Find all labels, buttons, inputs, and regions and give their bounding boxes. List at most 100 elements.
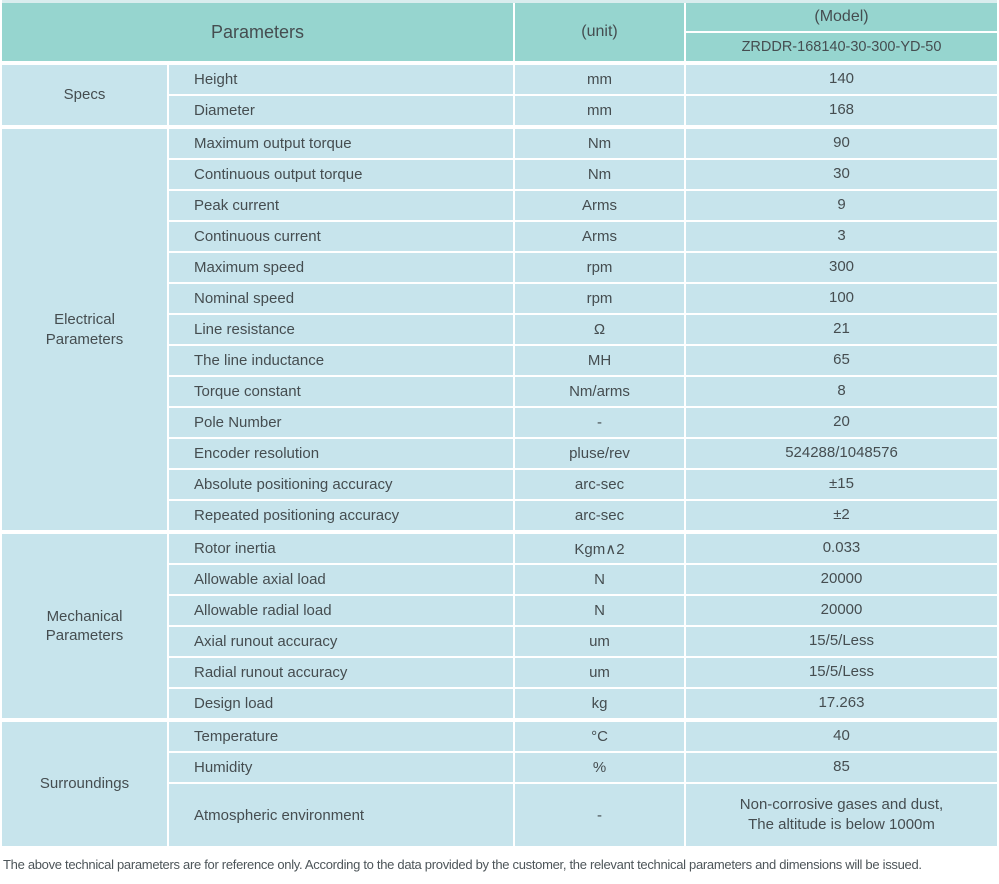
unit-value: Kgm∧2 — [515, 534, 684, 563]
model-value: 9 — [686, 191, 997, 220]
group-label-mechanical: Mechanical Parameters — [2, 534, 167, 718]
param-name: Design load — [169, 689, 513, 718]
param-name: Axial runout accuracy — [169, 627, 513, 656]
unit-value: arc-sec — [515, 470, 684, 499]
group-label-electrical: Electrical Parameters — [2, 129, 167, 530]
param-name: Radial runout accuracy — [169, 658, 513, 687]
table-row: Continuous current Arms 3 — [169, 222, 997, 251]
unit-value: Nm/arms — [515, 377, 684, 406]
unit-value: Nm — [515, 160, 684, 189]
section-mechanical-rows: Rotor inertia Kgm∧2 0.033 Allowable axia… — [169, 534, 997, 718]
unit-value: arc-sec — [515, 501, 684, 530]
unit-value: Ω — [515, 315, 684, 344]
param-name: Pole Number — [169, 408, 513, 437]
unit-value: N — [515, 596, 684, 625]
header-parameters: Parameters — [2, 3, 513, 61]
param-name: Rotor inertia — [169, 534, 513, 563]
param-name: Continuous current — [169, 222, 513, 251]
table-row: Maximum output torque Nm 90 — [169, 129, 997, 158]
model-value: 20 — [686, 408, 997, 437]
header-model-value: ZRDDR-168140-30-300-YD-50 — [686, 33, 997, 61]
table-row: Pole Number - 20 — [169, 408, 997, 437]
model-value: 168 — [686, 96, 997, 125]
param-name: Diameter — [169, 96, 513, 125]
table-row: Torque constant Nm/arms 8 — [169, 377, 997, 406]
model-value: 0.033 — [686, 534, 997, 563]
unit-value: % — [515, 753, 684, 782]
unit-value: rpm — [515, 284, 684, 313]
table-row: Allowable radial load N 20000 — [169, 596, 997, 625]
unit-value: rpm — [515, 253, 684, 282]
param-name: Height — [169, 65, 513, 94]
param-name: Maximum output torque — [169, 129, 513, 158]
param-name: Maximum speed — [169, 253, 513, 282]
table-row: Axial runout accuracy um 15/5/Less — [169, 627, 997, 656]
model-value: ±15 — [686, 470, 997, 499]
unit-value: um — [515, 627, 684, 656]
model-value: 15/5/Less — [686, 627, 997, 656]
footer-disclaimer: The above technical parameters are for r… — [3, 857, 922, 872]
table-row: Absolute positioning accuracy arc-sec ±1… — [169, 470, 997, 499]
group-label-specs: Specs — [2, 65, 167, 125]
group-label-surroundings: Surroundings — [2, 722, 167, 846]
unit-value: MH — [515, 346, 684, 375]
param-name: Encoder resolution — [169, 439, 513, 468]
model-value: 85 — [686, 753, 997, 782]
table-row: Radial runout accuracy um 15/5/Less — [169, 658, 997, 687]
param-name: Temperature — [169, 722, 513, 751]
header-unit: (unit) — [515, 3, 684, 61]
header-model-label: (Model) — [686, 3, 997, 31]
model-value: 3 — [686, 222, 997, 251]
section-electrical-rows: Maximum output torque Nm 90 Continuous o… — [169, 129, 997, 530]
section-surroundings-rows: Temperature °C 40 Humidity % 85 Atmosphe… — [169, 722, 997, 846]
model-value: 300 — [686, 253, 997, 282]
model-value: 65 — [686, 346, 997, 375]
param-name: Atmospheric environment — [169, 784, 513, 846]
table-row: Allowable axial load N 20000 — [169, 565, 997, 594]
param-name: Allowable axial load — [169, 565, 513, 594]
table-row: Line resistance Ω 21 — [169, 315, 997, 344]
param-name: Humidity — [169, 753, 513, 782]
unit-value: mm — [515, 96, 684, 125]
section-specs: Specs Height mm 140 Diameter mm 168 — [2, 65, 997, 125]
param-name: Repeated positioning accuracy — [169, 501, 513, 530]
table-row: Height mm 140 — [169, 65, 997, 94]
model-value: 90 — [686, 129, 997, 158]
unit-value: N — [515, 565, 684, 594]
model-value: 20000 — [686, 565, 997, 594]
section-mechanical: Mechanical Parameters Rotor inertia Kgm∧… — [2, 534, 997, 718]
model-value: 30 — [686, 160, 997, 189]
unit-value: Nm — [515, 129, 684, 158]
model-value: Non-corrosive gases and dust, The altitu… — [686, 784, 997, 846]
param-name: Line resistance — [169, 315, 513, 344]
spec-table: Parameters (unit) (Model) ZRDDR-168140-3… — [2, 0, 997, 846]
unit-value: mm — [515, 65, 684, 94]
param-name: Continuous output torque — [169, 160, 513, 189]
section-specs-rows: Height mm 140 Diameter mm 168 — [169, 65, 997, 125]
table-row: Design load kg 17.263 — [169, 689, 997, 718]
table-row: Temperature °C 40 — [169, 722, 997, 751]
unit-value: pluse/rev — [515, 439, 684, 468]
param-name: Allowable radial load — [169, 596, 513, 625]
table-row: Rotor inertia Kgm∧2 0.033 — [169, 534, 997, 563]
unit-value: um — [515, 658, 684, 687]
param-name: Peak current — [169, 191, 513, 220]
param-name: Absolute positioning accuracy — [169, 470, 513, 499]
model-value: 524288/1048576 — [686, 439, 997, 468]
model-value: 20000 — [686, 596, 997, 625]
model-value: 40 — [686, 722, 997, 751]
table-row: Diameter mm 168 — [169, 96, 997, 125]
model-value: 21 — [686, 315, 997, 344]
table-row: Peak current Arms 9 — [169, 191, 997, 220]
model-value: 8 — [686, 377, 997, 406]
table-row: Continuous output torque Nm 30 — [169, 160, 997, 189]
param-name: Nominal speed — [169, 284, 513, 313]
table-row: Atmospheric environment - Non-corrosive … — [169, 784, 997, 846]
model-value: ±2 — [686, 501, 997, 530]
param-name: The line inductance — [169, 346, 513, 375]
unit-value: °C — [515, 722, 684, 751]
header-model: (Model) ZRDDR-168140-30-300-YD-50 — [686, 3, 997, 61]
table-row: The line inductance MH 65 — [169, 346, 997, 375]
table-header: Parameters (unit) (Model) ZRDDR-168140-3… — [2, 3, 997, 61]
